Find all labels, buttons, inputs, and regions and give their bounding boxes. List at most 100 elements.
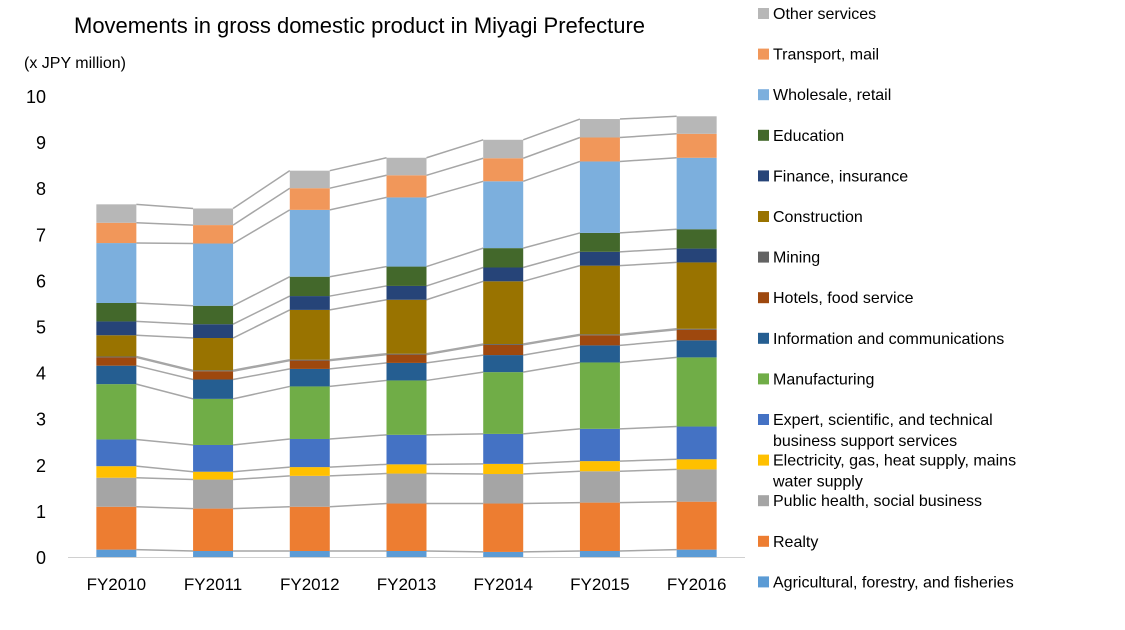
bar-segment [96,366,136,384]
series-line [620,249,677,252]
legend-label: Realty [773,534,818,551]
series-line [427,551,484,552]
bar-segment [96,321,136,335]
bar-segment [290,361,330,369]
bar-segment [677,427,717,460]
legend-swatch [758,211,769,222]
legend-swatch [758,536,769,547]
legend-label: Hotels, food service [773,290,914,307]
bar-segment [677,469,717,501]
series-line [233,439,290,445]
series-line [136,357,193,371]
legend-swatch [758,252,769,263]
legend-label: Finance, insurance [773,168,908,185]
bar-segment [580,334,620,335]
y-tick-label: 5 [36,318,46,338]
series-line [136,550,193,551]
series-line [427,344,484,354]
bar-segment [580,137,620,161]
series-line [523,551,580,552]
series-line [523,461,580,464]
bar-segment [580,266,620,335]
bar-segment [193,244,233,306]
series-line [233,467,290,472]
legend-label: Wholesale, retail [773,87,891,104]
series-line [523,266,580,282]
series-line [427,345,484,355]
bar-segment [483,355,523,372]
series-line [427,248,484,266]
x-tick-label: FY2010 [87,575,147,594]
series-line [136,303,193,306]
legend-swatch [758,49,769,60]
series-line [233,188,290,225]
legend-swatch [758,292,769,303]
legend-swatch [758,455,769,466]
bar-segment [483,158,523,181]
series-line [330,363,387,369]
bar-segment [483,504,523,552]
unit-label: (x JPY million) [24,55,126,73]
bar-segment [483,267,523,281]
series-line [523,503,580,504]
series-line [136,204,193,208]
y-tick-label: 1 [36,502,46,522]
bar-segment [290,386,330,439]
bar-segment [677,262,717,328]
series-line [233,361,290,372]
series-line [233,296,290,324]
bar-segment [483,372,523,434]
series-line [136,466,193,472]
bar-segment [580,119,620,137]
series-line [427,267,484,285]
bar-segment [580,503,620,551]
series-line [330,354,387,360]
bar-segment [387,464,427,473]
series-line [330,464,387,467]
bar-segment [96,223,136,243]
legend-swatch [758,373,769,384]
bar-segment [193,509,233,551]
bar-segment [290,171,330,189]
series-line [523,335,580,345]
bar-segment [290,467,330,476]
bar-segment [387,551,427,557]
series-line [330,286,387,296]
bar-segment [193,324,233,338]
legend-swatch [758,8,769,19]
series-line [233,360,290,371]
series-line [233,386,290,398]
series-line [330,504,387,507]
bar-segment [96,550,136,557]
x-tick-label: FY2014 [473,575,533,594]
bar-segment [290,369,330,387]
bar-segment [387,158,427,176]
bar-segment [387,435,427,465]
series-line [330,175,387,188]
bar-segment [677,330,717,341]
series-line [427,281,484,299]
bar-segment [290,277,330,296]
series-line [427,372,484,380]
legend-label: Agricultural, forestry, and fisheries [773,574,1014,591]
bar-segment [677,134,717,158]
bar-segment [387,474,427,504]
bar-segment [677,502,717,550]
legend-swatch [758,333,769,344]
y-tick-label: 7 [36,225,46,245]
bar-segment [193,445,233,472]
bar-segment [290,551,330,557]
bar-segment [387,175,427,197]
bar-segment [677,459,717,469]
legend-swatch [758,576,769,587]
bar-segment [290,296,330,310]
bar-segment [580,335,620,345]
y-tick-label: 4 [36,364,46,384]
bar-segment [290,439,330,467]
bar-segment [580,461,620,471]
bar-segment [387,300,427,354]
series-line [620,357,677,362]
series-line [233,277,290,306]
